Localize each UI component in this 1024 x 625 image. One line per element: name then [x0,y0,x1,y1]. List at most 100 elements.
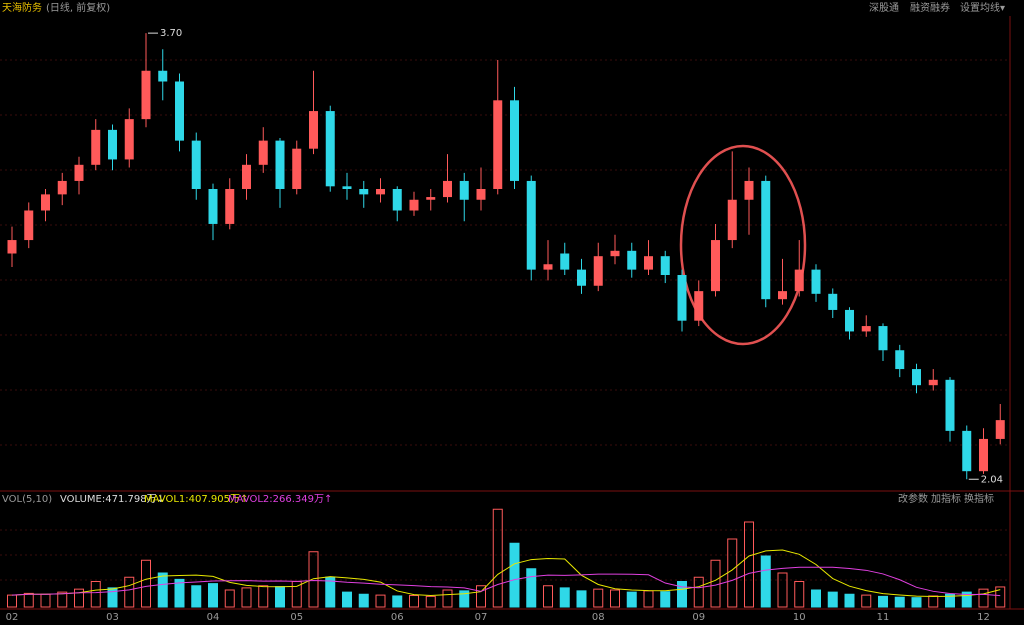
candle-body [124,119,134,160]
volume-bar [811,589,821,608]
volume-bar [342,591,352,608]
candle-body [677,275,687,321]
candle-body [459,180,469,200]
volume-bar [358,593,369,608]
candle-body [560,253,570,270]
chart-title: 天海防务 [2,1,42,14]
volume-bar [476,585,486,608]
volume-bar [626,591,637,608]
volume-bar [208,583,218,608]
volume-bar [107,587,118,608]
candle-body [861,326,871,332]
volume-bar [760,555,771,608]
candle-body [24,210,34,241]
volume-bar [777,572,788,608]
candle-body [493,100,503,189]
candle-body [644,256,653,270]
candle-body [979,438,988,472]
volume-bar [543,585,553,608]
candle-body [945,379,955,431]
toolbar-button[interactable]: 设置均线▾ [960,1,1005,14]
x-tick-label: 11 [877,612,890,623]
volume-bar [911,597,922,608]
x-tick-label: 07 [475,612,488,623]
volume-bar [258,585,269,608]
candle-body [426,197,436,200]
candle-body [376,189,385,195]
candle-body [660,256,670,275]
candle-body [845,309,854,332]
candle-body [57,180,67,195]
candle-body [510,100,519,181]
x-tick-label: 04 [207,612,220,623]
volume-bar [57,591,68,608]
mavol-line [11,566,1001,597]
candle-body [476,189,486,200]
volume-bar [827,591,838,608]
volume-bar [308,551,319,608]
volume-bar [576,590,587,608]
volume-bar [141,559,151,608]
x-tick-label: 10 [793,612,806,623]
volume-bar [995,586,1006,608]
candle-body [526,180,536,270]
volume-bar [23,592,34,608]
mavol-label: MAVOL1:407.905万↑ [144,494,248,505]
candle-body [828,293,838,310]
candle-body [158,70,168,82]
candle-body [878,326,888,351]
chart-subtitle: (日线, 前复权) [46,1,110,14]
volume-bar [945,593,955,608]
volume-bar [90,581,101,608]
candle-body [895,350,905,370]
toolbar-button[interactable]: 深股通 [869,2,899,14]
x-tick-label: 06 [391,612,404,623]
candle-body [962,430,972,472]
volume-bar [442,589,453,608]
toolbar-button[interactable]: 融资融券 [910,1,950,14]
candle-body [995,420,1005,439]
candle-body [275,140,285,189]
candle-body [761,180,771,300]
volume-bar [275,586,285,608]
candle-body [627,250,637,270]
volume-bar [392,595,403,608]
x-tick-label: 05 [290,612,303,623]
candle-body [794,269,804,292]
candle-body [258,140,268,165]
candle-body [325,111,335,187]
highlight-circle [679,144,807,346]
mavol-line [11,549,1001,597]
candle-body [41,194,50,211]
volume-bar [509,542,520,608]
candle-body [610,250,620,257]
candle-body [727,199,737,241]
candle-body [543,264,553,270]
x-tick-label: 12 [977,612,990,623]
volume-bar [878,595,888,608]
candle-body [175,81,184,141]
indicator-button[interactable]: 加指标 [931,492,961,505]
indicator-button[interactable]: 改参数 [898,492,928,505]
candle-body [912,369,921,386]
candle-body [7,240,17,254]
volume-bar [409,595,419,608]
candle-body [928,379,938,386]
volume-label: VOLUME:471.798万↓ [60,494,165,505]
indicator-button[interactable]: 换指标 [964,492,994,505]
candle-body [577,269,586,286]
candle-body [191,140,201,189]
volume-bar [375,594,386,608]
x-tick-label: 03 [106,612,119,623]
volume-bar [593,588,604,608]
volume-bar [124,576,135,608]
candle-body [309,111,318,149]
candle-body [225,189,235,224]
high-annotation: 3.70 [160,28,182,39]
volume-bar [157,572,168,608]
price-grid [0,59,1010,581]
volume-bar [861,594,872,608]
